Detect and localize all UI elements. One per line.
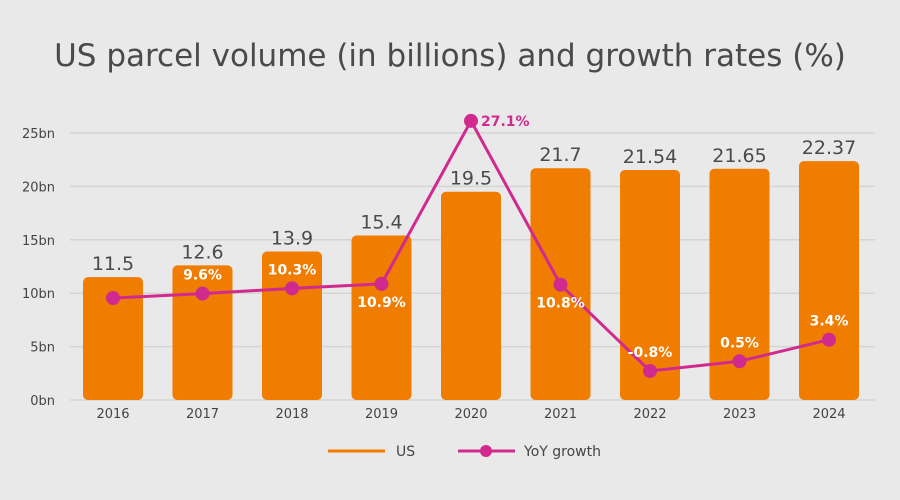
- bar-value-label: 21.7: [539, 144, 581, 166]
- legend-us-label: US: [396, 444, 415, 460]
- bar-value-label: 21.65: [712, 145, 766, 167]
- bar-value-label: 13.9: [271, 228, 313, 250]
- growth-value-label: 27.1%: [481, 114, 530, 130]
- bar-value-label: 22.37: [802, 137, 856, 159]
- bar-2020: [441, 191, 501, 400]
- growth-point-2017: [195, 286, 210, 301]
- chart-title: US parcel volume (in billions) and growt…: [54, 38, 846, 74]
- growth-point-2020: [464, 113, 478, 128]
- x-tick-label: 2017: [186, 407, 219, 422]
- x-tick-label: 2022: [633, 407, 666, 422]
- bar-2023: [709, 168, 770, 400]
- x-tick-label: 2016: [96, 407, 129, 422]
- y-tick-label: 20bn: [22, 180, 55, 195]
- bar-value-label: 19.5: [450, 168, 492, 190]
- bar-2022: [620, 169, 680, 400]
- growth-value-label: 10.3%: [268, 262, 317, 278]
- growth-value-label: 3.4%: [810, 314, 849, 330]
- y-tick-label: 15bn: [22, 234, 55, 249]
- legend-growth-label: YoY growth: [523, 444, 601, 460]
- x-tick-label: 2023: [723, 407, 756, 422]
- bar-value-label: 21.54: [623, 146, 677, 168]
- y-tick-label: 10bn: [22, 287, 55, 302]
- growth-value-label: -0.8%: [628, 345, 673, 361]
- x-tick-label: 2019: [365, 407, 398, 422]
- x-tick-label: 2024: [812, 407, 845, 422]
- growth-point-2019: [374, 276, 389, 291]
- x-tick-label: 2018: [275, 407, 308, 422]
- x-tick-label: 2021: [544, 407, 577, 422]
- bar-2019: [351, 235, 412, 400]
- bar-value-label: 15.4: [360, 212, 402, 234]
- growth-point-2016: [106, 291, 120, 306]
- y-tick-label: 5bn: [30, 341, 55, 356]
- bar-value-label: 12.6: [181, 241, 223, 263]
- y-tick-label: 0bn: [30, 394, 55, 409]
- bar-2024: [799, 161, 859, 400]
- growth-point-2023: [732, 354, 747, 369]
- x-tick-label: 2020: [454, 407, 487, 422]
- growth-point-2018: [285, 281, 299, 296]
- growth-point-2024: [822, 332, 836, 347]
- growth-point-2022: [643, 363, 657, 378]
- growth-point-2021: [553, 277, 568, 292]
- growth-value-label: 10.8%: [536, 296, 585, 312]
- growth-value-label: 0.5%: [720, 335, 759, 351]
- bar-value-label: 11.5: [92, 253, 134, 275]
- bar-2017: [172, 265, 233, 400]
- legend-growth-marker: [480, 445, 492, 457]
- legend: US YoY growth: [328, 444, 601, 460]
- growth-value-label: 10.9%: [357, 295, 406, 311]
- y-tick-label: 25bn: [22, 127, 55, 142]
- growth-value-label: 9.6%: [183, 268, 222, 284]
- bar-2016: [83, 277, 143, 400]
